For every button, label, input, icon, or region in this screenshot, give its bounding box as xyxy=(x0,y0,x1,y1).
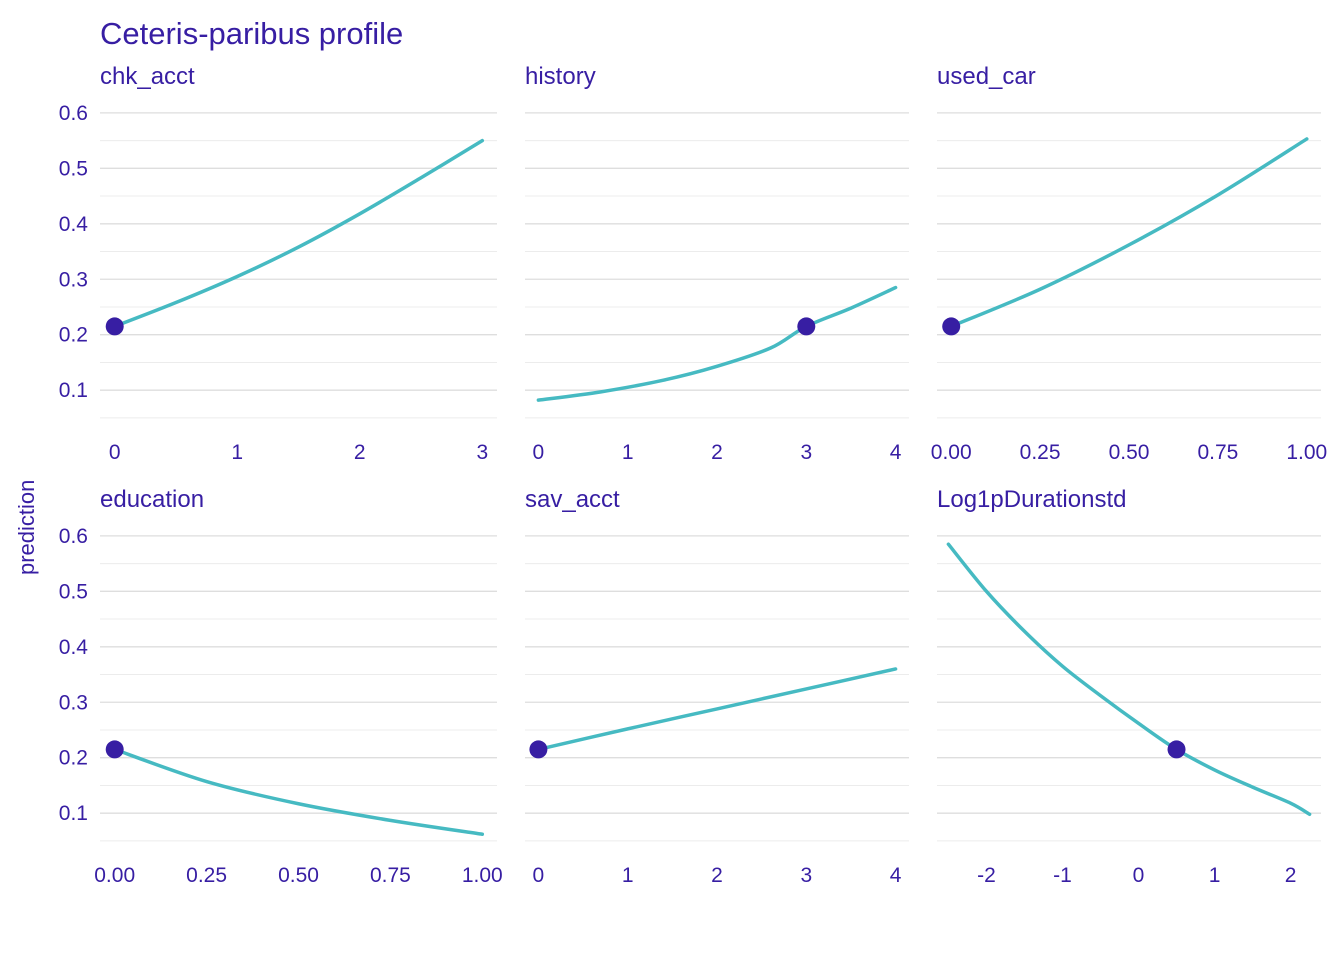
svg-text:1: 1 xyxy=(622,441,634,464)
svg-text:0: 0 xyxy=(1133,864,1145,887)
svg-text:0.3: 0.3 xyxy=(59,268,88,291)
svg-text:0.5: 0.5 xyxy=(59,157,88,180)
panel-plot-education: 0.1 0.2 0.3 0.4 0.5 0.6 0.00 0.25 0.50 0.75 1.00 xyxy=(59,525,503,887)
panel-log1pdurationstd: Log1pDurationstd -2 -1 0 1 2 xyxy=(927,485,1339,892)
svg-text:-2: -2 xyxy=(977,864,996,887)
svg-text:4: 4 xyxy=(890,441,902,464)
svg-text:0.6: 0.6 xyxy=(59,525,88,548)
panel-title: Log1pDurationstd xyxy=(937,486,1127,513)
svg-text:1: 1 xyxy=(1209,864,1221,887)
svg-text:0.4: 0.4 xyxy=(59,636,89,659)
svg-text:2: 2 xyxy=(1285,864,1297,887)
svg-text:1: 1 xyxy=(622,864,634,887)
svg-text:3: 3 xyxy=(800,864,812,887)
panel-title: education xyxy=(100,486,205,513)
svg-text:3: 3 xyxy=(476,441,488,464)
svg-text:0.00: 0.00 xyxy=(94,864,135,887)
panel-title: used_car xyxy=(937,63,1036,90)
svg-text:0.2: 0.2 xyxy=(59,747,88,770)
svg-text:2: 2 xyxy=(354,441,366,464)
panel-title: sav_acct xyxy=(525,486,620,513)
svg-text:1: 1 xyxy=(231,441,243,464)
svg-text:0.25: 0.25 xyxy=(1020,441,1061,464)
panel-title: history xyxy=(525,63,596,90)
svg-text:4: 4 xyxy=(890,864,902,887)
svg-text:1.00: 1.00 xyxy=(1286,441,1327,464)
svg-text:0.6: 0.6 xyxy=(59,102,88,125)
svg-text:2: 2 xyxy=(711,441,723,464)
panel-history: history 0 1 2 3 4 xyxy=(515,62,927,469)
svg-text:0.1: 0.1 xyxy=(59,802,88,825)
svg-text:0.50: 0.50 xyxy=(278,864,319,887)
svg-text:2: 2 xyxy=(711,864,723,887)
svg-text:0.2: 0.2 xyxy=(59,324,88,347)
panel-title: chk_acct xyxy=(100,63,195,90)
panel-used-car: used_car 0.00 0.25 0.50 0.75 1.00 xyxy=(927,62,1339,469)
svg-text:0.1: 0.1 xyxy=(59,379,88,402)
panel-education: education 0.1 0.2 0.3 0.4 0.5 0.6 0.00 0.25 0.50… xyxy=(28,485,515,892)
panel-plot-sav-acct: 0 1 2 3 4 xyxy=(525,535,909,887)
svg-text:0.3: 0.3 xyxy=(59,691,88,714)
svg-text:0.50: 0.50 xyxy=(1109,441,1150,464)
svg-text:0.00: 0.00 xyxy=(931,441,972,464)
svg-text:0: 0 xyxy=(109,441,121,464)
svg-text:1.00: 1.00 xyxy=(462,864,503,887)
panel-sav-acct: sav_acct 0 1 2 3 4 xyxy=(515,485,927,892)
svg-text:0.75: 0.75 xyxy=(1197,441,1238,464)
svg-text:0.75: 0.75 xyxy=(370,864,411,887)
panel-plot-log1pdurationstd: -2 -1 0 1 2 xyxy=(937,535,1321,887)
svg-text:0.25: 0.25 xyxy=(186,864,227,887)
svg-text:0.4: 0.4 xyxy=(59,213,89,236)
chart-title: Ceteris-paribus profile xyxy=(100,16,404,51)
y-axis-label: prediction xyxy=(14,479,39,575)
svg-text:0: 0 xyxy=(533,864,545,887)
panel-plot-used-car: 0.00 0.25 0.50 0.75 1.00 xyxy=(931,112,1327,464)
panel-plot-history: 0 1 2 3 4 xyxy=(525,112,909,464)
panel-chk-acct: chk_acct 0.1 0.2 0.3 0.4 0.5 0.6 0 1 2 3 xyxy=(28,62,515,469)
svg-text:0: 0 xyxy=(533,441,545,464)
panel-plot-chk-acct: 0.1 0.2 0.3 0.4 0.5 0.6 0 1 2 3 xyxy=(59,102,497,464)
svg-text:3: 3 xyxy=(800,441,812,464)
svg-text:0.5: 0.5 xyxy=(59,580,88,603)
panels-grid: chk_acct 0.1 0.2 0.3 0.4 0.5 0.6 0 1 2 3 history … xyxy=(0,62,1344,892)
svg-text:-1: -1 xyxy=(1053,864,1072,887)
